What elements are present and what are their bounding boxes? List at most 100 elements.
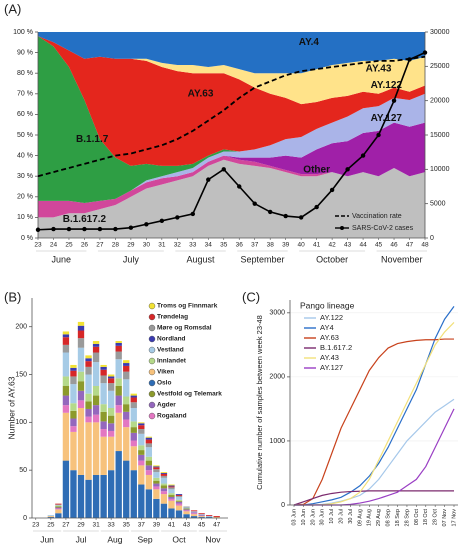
- bar-segment: [190, 511, 198, 513]
- bar-segment: [168, 489, 175, 494]
- bar-segment: [107, 383, 115, 391]
- bar-segment: [138, 454, 145, 461]
- bar-segment: [130, 395, 137, 398]
- bar-segment: [130, 470, 137, 518]
- bar-segment: [123, 396, 130, 405]
- x-tick-label: 47: [213, 522, 221, 529]
- bar-segment: [70, 364, 77, 368]
- legend-label: Nordland: [157, 336, 186, 343]
- bar-segment: [183, 511, 190, 515]
- bar-segment: [62, 331, 70, 335]
- x-tick-label: 17 Nov: [451, 509, 457, 527]
- legend-marker: [340, 226, 344, 230]
- bar-segment: [62, 352, 70, 377]
- x-tick-label: 37: [138, 522, 146, 529]
- bar-segment: [85, 355, 92, 359]
- bar-segment: [190, 514, 198, 517]
- x-tick-label: 29: [127, 242, 135, 249]
- bar-segment: [77, 325, 85, 331]
- y-tick-label: 50 %: [17, 132, 33, 139]
- bar-segment: [62, 337, 70, 345]
- x-tick-label: 19 Aug: [367, 509, 373, 526]
- bar-segment: [145, 443, 153, 448]
- y-tick-label: 30 %: [17, 173, 33, 180]
- bar-segment: [160, 485, 168, 489]
- line-marker: [391, 98, 397, 103]
- bar-segment: [175, 500, 183, 502]
- month-label: Nov: [205, 534, 221, 544]
- bar-segment: [77, 474, 85, 518]
- month-label: Oct: [172, 534, 186, 544]
- legend-label: B.1.617.2: [320, 343, 352, 352]
- legend-swatch: [148, 357, 156, 365]
- bar-segment: [160, 472, 168, 474]
- bar-segment: [190, 510, 198, 512]
- line-marker: [283, 213, 288, 219]
- bar-segment: [55, 505, 62, 507]
- legend-label: Viken: [157, 369, 174, 376]
- line-marker: [345, 167, 350, 172]
- bar-segment: [85, 416, 92, 423]
- panel-label: (A): [4, 1, 21, 16]
- y-tick-label: 20000: [430, 98, 450, 105]
- line-marker: [113, 226, 118, 232]
- area-band: [38, 36, 425, 203]
- bar-segment: [175, 501, 183, 504]
- series-label: AY.4: [299, 37, 320, 48]
- y-tick-label: 100: [15, 419, 27, 426]
- line-marker: [329, 187, 335, 193]
- x-tick-label: 28 Oct: [433, 509, 439, 526]
- bar-segment: [138, 423, 145, 426]
- bar-segment: [85, 361, 92, 367]
- bar-segment: [107, 376, 115, 379]
- legend-swatch: [148, 346, 156, 354]
- legend-swatch: [148, 302, 156, 310]
- bar-segment: [145, 474, 153, 490]
- bar-segment: [130, 440, 137, 447]
- x-tick-label: 36: [236, 242, 244, 249]
- bar-segment: [160, 503, 168, 518]
- bar-segment: [138, 465, 145, 485]
- x-tick-label: 45: [198, 522, 206, 529]
- bar-segment: [153, 466, 160, 468]
- legend-swatch: [148, 368, 156, 376]
- line-marker: [407, 57, 412, 62]
- month-label: Jul: [76, 534, 87, 544]
- x-tick-label: 29: [77, 522, 85, 529]
- bar-segment: [85, 393, 92, 402]
- bar-segment: [153, 483, 160, 487]
- x-tick-label: 28: [112, 242, 120, 249]
- bar-segment: [138, 433, 145, 446]
- bar-segment: [77, 390, 85, 401]
- x-tick-label: 26: [81, 242, 89, 249]
- bar-segment: [205, 515, 213, 517]
- bar-segment: [153, 486, 160, 490]
- bar-segment: [175, 510, 183, 518]
- y-axis-title: Number of AY.63: [6, 376, 16, 439]
- bar-segment: [115, 342, 122, 346]
- bar-segment: [77, 371, 85, 382]
- x-tick-label: 35: [123, 522, 131, 529]
- x-tick-label: 30: [143, 242, 151, 249]
- area-band: [38, 36, 425, 166]
- x-tick-label: 37: [251, 242, 259, 249]
- line-marker: [221, 167, 226, 172]
- bar-segment: [70, 403, 77, 411]
- x-tick-label: 46: [390, 242, 398, 249]
- line-marker: [66, 226, 72, 232]
- bar-segment: [183, 506, 190, 508]
- x-tick-label: 30 Jul: [348, 509, 354, 524]
- month-label: November: [381, 254, 423, 264]
- bar-segment: [62, 386, 70, 396]
- bar-segment: [100, 436, 107, 475]
- bar-segment: [62, 412, 70, 461]
- bar-segment: [55, 507, 62, 509]
- bar-segment: [145, 489, 153, 518]
- bar-segment: [145, 437, 153, 440]
- bar-segment: [92, 352, 100, 363]
- bar-segment: [130, 427, 137, 433]
- bar-segment: [183, 508, 190, 510]
- bar-segment: [107, 423, 115, 431]
- x-tick-label: 27: [96, 242, 104, 249]
- x-tick-label: 43: [344, 242, 352, 249]
